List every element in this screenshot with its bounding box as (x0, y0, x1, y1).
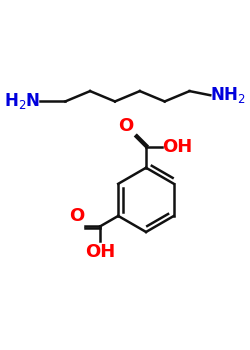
Text: OH: OH (85, 243, 116, 261)
Text: H$_2$N: H$_2$N (4, 91, 41, 111)
Text: OH: OH (162, 138, 193, 156)
Text: NH$_2$: NH$_2$ (210, 85, 246, 105)
Text: O: O (118, 118, 134, 135)
Text: O: O (69, 207, 84, 225)
